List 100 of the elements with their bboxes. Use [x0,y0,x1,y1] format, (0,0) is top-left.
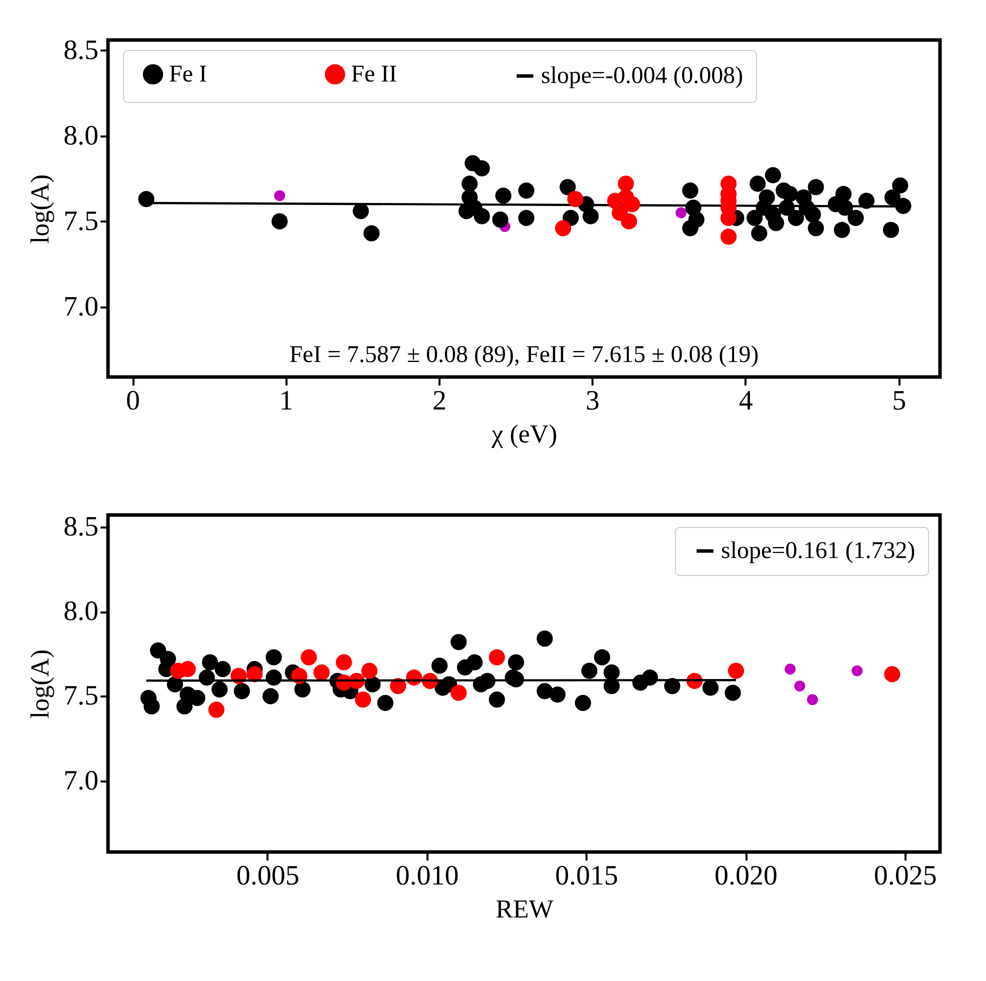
y-tick-label: 8.0 [64,596,98,628]
annotation: FeI = 7.587 ± 0.08 (89), FeII = 7.615 ± 0.08 (19) [289,342,759,368]
point [892,177,908,194]
point [884,189,901,206]
x-axis-title: REW [496,894,554,924]
x-tick-label: 0.005 [236,860,300,892]
y-tick-label: 7.5 [64,206,98,237]
point [682,182,698,199]
point [202,654,218,670]
point [363,225,380,242]
point [555,220,572,236]
point [189,690,206,706]
point [782,186,798,202]
y-tick-label: 8.0 [64,120,98,152]
point [518,210,534,226]
point [808,179,824,196]
point [720,228,737,245]
point [560,179,576,196]
point [536,630,553,647]
point [895,198,912,214]
point [852,665,863,676]
point [144,698,160,714]
legend-label: Fe II [351,61,397,88]
point [234,683,250,700]
point [750,176,766,192]
point [474,208,490,224]
point [784,664,796,675]
point [274,190,286,202]
point [798,200,815,216]
point [549,686,566,703]
point [474,160,490,176]
point [807,694,818,706]
point [508,654,524,670]
point [618,176,634,192]
legend-label: slope=0.161 (1.732) [721,538,916,564]
point [848,210,864,226]
point [676,207,687,218]
point [788,210,804,226]
point [724,684,741,701]
x-tick-label: 0.020 [714,860,778,892]
x-tick-label: 2 [432,386,446,416]
x-tick-label: 0.025 [874,860,937,892]
x-axis-title: χ (eV) [490,420,558,448]
point [728,662,744,679]
point [294,681,311,698]
y-axis-title: log(A) [26,174,54,244]
point [567,191,584,208]
y-tick-label: 7.0 [64,765,98,796]
point [214,661,231,678]
point [314,664,330,681]
x-tick-label: 0.015 [555,860,618,892]
point [624,196,640,212]
point [212,681,228,698]
point [751,225,768,242]
point [756,200,772,216]
y-tick-label: 8.5 [64,34,98,66]
legend-label: slope=-0.004 (0.008) [541,63,744,89]
point [262,688,279,704]
point [488,649,505,666]
x-tick-label: 3 [586,386,600,416]
point [138,191,154,208]
point [884,666,900,682]
point [488,692,505,708]
point [594,649,610,666]
x-tick-label: 1 [279,386,294,416]
legend-label: Fe I [169,61,207,88]
point [858,192,875,209]
point [180,661,196,678]
point [150,642,166,659]
point [702,680,719,696]
x-tick-label: 5 [892,386,906,416]
point [462,176,478,192]
point [518,182,534,199]
point [354,692,372,708]
point [431,658,448,674]
y-axis-title: log(A) [26,649,54,719]
point [377,694,394,712]
point [272,213,288,230]
x-tick-label: 0 [126,386,140,416]
point [352,203,369,220]
point [882,222,900,238]
point [604,664,620,681]
point [794,680,806,692]
point [764,167,782,184]
y-tick-label: 8.5 [64,511,98,542]
point [536,683,553,700]
point [208,702,224,718]
x-tick-label: 0.010 [396,860,459,892]
x-tick-label: 4 [738,386,753,416]
point [612,204,628,221]
point [466,654,483,670]
point [336,654,352,670]
point [581,662,598,679]
point [361,662,378,679]
point [266,649,282,666]
point [685,200,702,216]
point [808,220,824,236]
y-tick-label: 7.5 [64,680,98,712]
point [495,188,512,204]
point [746,210,763,226]
